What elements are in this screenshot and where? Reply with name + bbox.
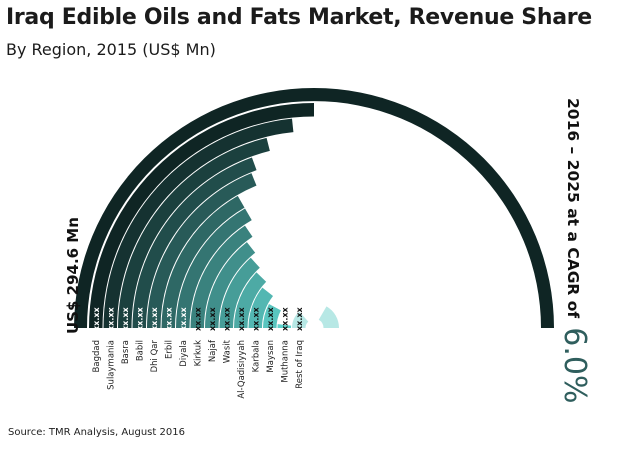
arc-babil <box>132 157 257 328</box>
value-label-diyala: xx.xx <box>179 306 188 331</box>
category-label-dhi-qar: Dhi Qar <box>150 339 160 372</box>
arc-muthanna <box>277 324 292 328</box>
arc-sulaymania <box>103 118 294 329</box>
cagr-label: 2016 – 2025 at a CAGR of 6.0% <box>557 98 592 403</box>
cagr-period-text: 2016 – 2025 at a CAGR of <box>564 98 582 318</box>
category-label-wasit: Wasit <box>222 339 232 363</box>
category-label-najaf: Najaf <box>208 339 218 362</box>
value-label-sulaymania: xx.xx <box>106 306 115 331</box>
value-label-babil: xx.xx <box>135 306 144 331</box>
arc-dhi-qar <box>147 173 257 328</box>
total-revenue-label: US$ 294.6 Mn <box>64 217 82 334</box>
value-label-muthanna: xx.xx <box>280 306 289 331</box>
arc-basra <box>118 137 270 328</box>
category-label-karbala: Karbala <box>251 340 261 372</box>
value-label-wasit: xx.xx <box>222 306 231 331</box>
cagr-value: 6.0% <box>557 327 592 403</box>
value-label-karbala: xx.xx <box>251 306 260 331</box>
value-label-al-qadisiyyah: xx.xx <box>237 306 246 331</box>
arc-erbil <box>161 195 245 328</box>
value-label-dhi-qar: xx.xx <box>150 306 159 331</box>
value-label-najaf: xx.xx <box>208 306 217 331</box>
source-note: Source: TMR Analysis, August 2016 <box>8 427 185 438</box>
value-label-bagdad: xx.xx <box>92 306 101 331</box>
category-label-muthanna: Muthanna <box>280 340 290 383</box>
value-label-group: xx.xx xx.xx xx.xx xx.xx xx.xx xx.xx xx.xx xx.xx… <box>92 306 304 331</box>
category-label-kirkuk: Kirkuk <box>193 340 203 366</box>
category-label-diyala: Diyala <box>179 340 189 367</box>
category-label-maysan: Maysan <box>266 340 276 373</box>
value-label-kirkuk: xx.xx <box>193 306 202 331</box>
arc-kirkuk <box>190 225 253 328</box>
category-label-erbil: Erbil <box>164 340 174 359</box>
arc-maysan <box>263 304 281 328</box>
category-label-babil: Babil <box>135 340 145 361</box>
arc-rest-of-iraq <box>292 311 309 328</box>
value-label-rest-of-iraq: xx.xx <box>295 306 304 331</box>
chart-title: Iraq Edible Oils and Fats Market, Revenu… <box>6 5 592 30</box>
arc-group <box>74 88 554 329</box>
arc-diyala <box>176 208 252 328</box>
arc-bagdad <box>89 103 314 328</box>
category-label-bagdad: Bagdad <box>92 340 102 372</box>
arc-rest-of-iraq-segment <box>318 306 339 329</box>
chart-subtitle: By Region, 2015 (US$ Mn) <box>6 40 216 59</box>
category-label-group: Bagdad Sulaymania Basra Babil Dhi Qar Erbil Di… <box>92 339 305 399</box>
category-label-sulaymania: Sulaymania <box>106 340 116 390</box>
arc-wasit <box>219 257 260 328</box>
value-label-erbil: xx.xx <box>164 306 173 331</box>
value-label-basra: xx.xx <box>121 306 130 331</box>
category-label-rest-of-iraq: Rest of Iraq <box>295 340 305 389</box>
arc-karbala <box>248 287 274 328</box>
category-label-al-qadisiyyah: Al-Qadisiyyah <box>237 340 247 399</box>
arc-al-qadisiyyah <box>234 272 267 328</box>
category-label-basra: Basra <box>121 340 131 364</box>
value-label-maysan: xx.xx <box>266 306 275 331</box>
arc-najaf <box>205 242 256 328</box>
